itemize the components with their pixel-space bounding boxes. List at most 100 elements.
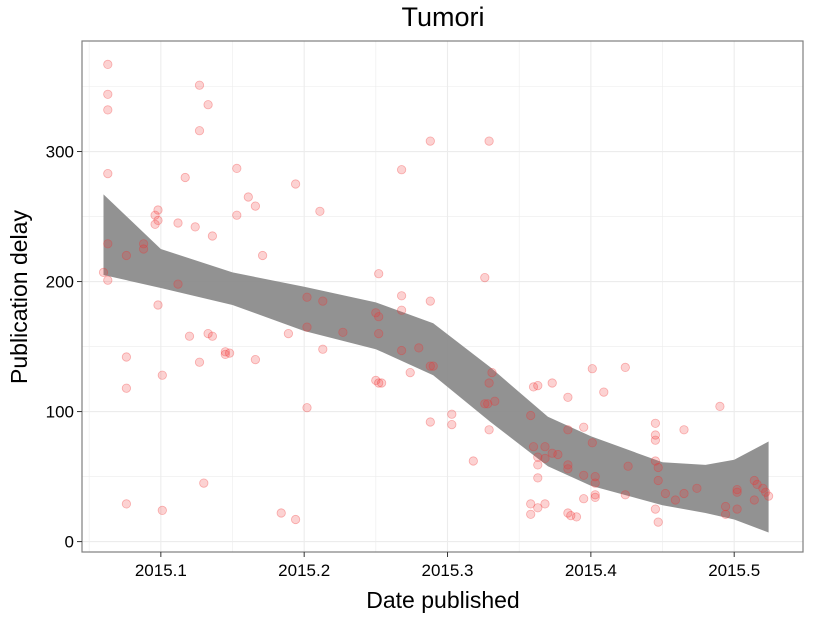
data-point — [121, 383, 132, 393]
data-point — [758, 483, 768, 493]
data-point — [587, 364, 597, 374]
data-point — [563, 508, 573, 518]
data-point — [650, 504, 661, 514]
data-point — [526, 499, 536, 509]
data-point — [396, 305, 407, 315]
data-point — [599, 387, 609, 397]
data-point — [153, 300, 163, 310]
data-point — [533, 380, 543, 391]
data-point — [484, 136, 494, 146]
data-point — [98, 267, 109, 277]
data-point — [103, 59, 113, 70]
data-point — [157, 505, 167, 515]
data-point — [103, 239, 113, 249]
y-tick-label: 0 — [65, 533, 74, 552]
x-tick-label: 2015.1 — [135, 561, 187, 580]
data-point — [650, 435, 661, 445]
data-point — [283, 328, 293, 339]
data-point — [243, 192, 253, 202]
data-point — [590, 490, 600, 500]
data-point — [547, 378, 557, 388]
y-axis-title: Publication delay — [6, 210, 32, 384]
smooth-band-layer — [103, 194, 769, 533]
data-point — [428, 361, 438, 371]
data-point — [184, 331, 195, 341]
data-point — [150, 210, 160, 220]
y-tick-label: 200 — [46, 273, 74, 292]
data-point — [139, 244, 149, 254]
data-point — [414, 343, 424, 353]
data-point — [566, 510, 576, 521]
data-point — [563, 392, 573, 402]
data-point — [153, 215, 163, 225]
data-point — [374, 269, 384, 279]
data-point — [670, 495, 681, 505]
data-point — [653, 517, 663, 527]
data-point — [139, 239, 149, 249]
data-point — [579, 494, 589, 504]
data-point — [590, 492, 600, 502]
data-point — [653, 462, 663, 473]
data-point — [376, 378, 387, 388]
data-point — [563, 464, 573, 474]
data-point — [157, 370, 167, 380]
data-point — [103, 169, 113, 179]
data-point — [732, 484, 742, 495]
data-point — [425, 296, 435, 306]
data-point — [483, 399, 493, 409]
data-point — [623, 461, 633, 471]
x-tick-label: 2015.3 — [422, 561, 474, 580]
data-point — [749, 475, 759, 486]
data-point — [194, 357, 205, 367]
data-point — [447, 419, 457, 430]
data-point — [374, 328, 384, 339]
data-point — [540, 499, 550, 509]
data-point — [679, 425, 689, 435]
x-tick-label: 2015.5 — [708, 561, 760, 580]
data-point — [533, 452, 543, 462]
data-point — [194, 126, 205, 136]
data-point — [203, 100, 213, 110]
data-point — [425, 361, 435, 371]
data-point — [484, 378, 494, 388]
data-point — [225, 348, 235, 358]
data-point — [620, 490, 630, 500]
data-point — [290, 179, 301, 189]
data-point — [103, 275, 113, 285]
data-point — [250, 354, 260, 365]
data-point — [468, 456, 478, 466]
data-point — [276, 508, 286, 518]
data-point — [250, 201, 260, 211]
y-tick-label: 100 — [46, 403, 74, 422]
points-layer — [98, 59, 774, 527]
data-point — [396, 165, 407, 175]
data-point — [371, 308, 381, 318]
data-point — [526, 509, 536, 519]
data-point — [540, 442, 550, 452]
x-axis-title: Date published — [366, 587, 519, 613]
data-point — [371, 375, 381, 385]
data-point — [220, 347, 230, 357]
smooth-confidence-band — [103, 194, 769, 533]
data-point — [484, 425, 494, 435]
data-point — [257, 250, 268, 261]
data-point — [207, 231, 217, 241]
data-point — [715, 401, 725, 411]
data-point — [533, 503, 543, 513]
data-point — [720, 501, 731, 512]
data-point — [447, 409, 457, 419]
data-point — [533, 460, 543, 470]
data-point — [660, 488, 671, 499]
data-point — [679, 488, 689, 499]
data-point — [190, 222, 200, 232]
data-point — [533, 473, 543, 483]
x-tick-label: 2015.4 — [565, 561, 617, 580]
data-point — [153, 205, 163, 215]
data-point — [752, 479, 762, 489]
data-point — [318, 344, 328, 354]
data-point — [374, 312, 384, 322]
data-point — [290, 514, 301, 525]
data-point — [194, 80, 205, 90]
data-point — [103, 105, 113, 115]
